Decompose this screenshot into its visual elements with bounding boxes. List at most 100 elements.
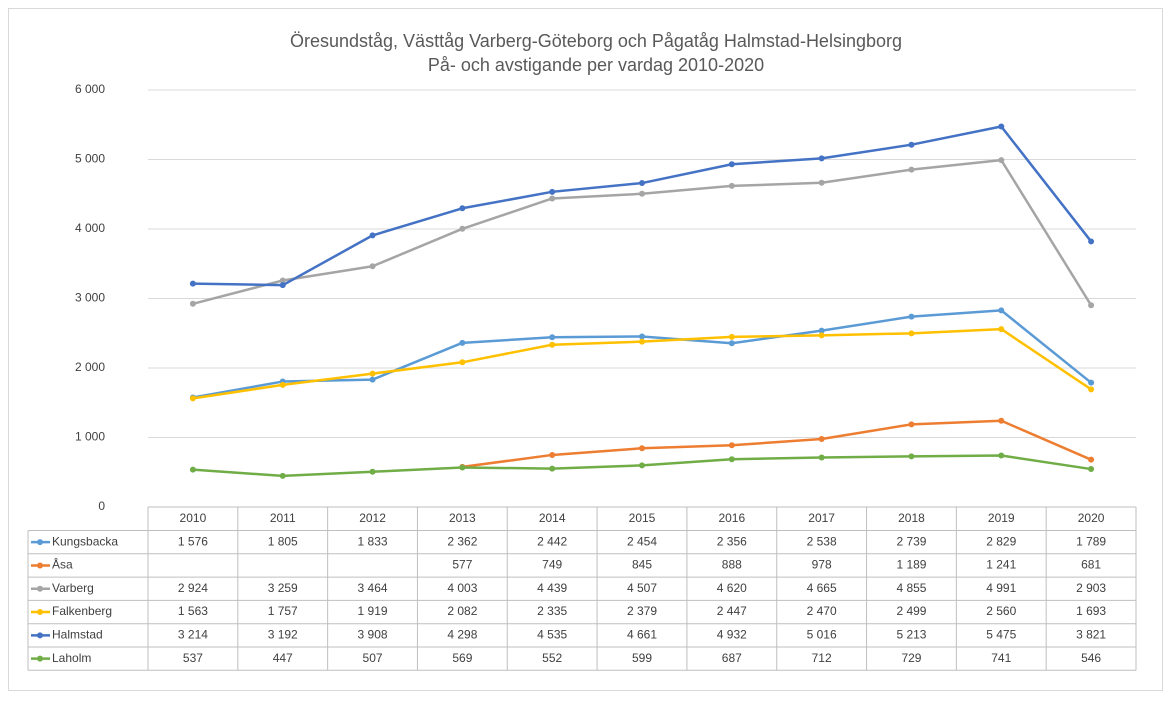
series-marker <box>639 445 645 452</box>
series-marker <box>818 436 825 443</box>
series-marker <box>1088 379 1095 386</box>
series-marker <box>549 451 556 458</box>
series-marker <box>189 466 196 473</box>
table-cell: 447 <box>273 651 293 665</box>
table-cell: 4 439 <box>537 581 567 595</box>
legend-marker <box>37 609 43 616</box>
series-marker <box>818 327 825 334</box>
legend-label: Falkenberg <box>52 604 112 618</box>
table-cell: 2 335 <box>537 604 567 618</box>
series-marker <box>369 376 376 383</box>
table-cell: 599 <box>632 651 652 665</box>
series-marker <box>549 334 556 341</box>
table-cell: 2 454 <box>627 534 657 548</box>
table-cell: 1 805 <box>268 534 298 548</box>
series-marker <box>369 232 376 239</box>
series-marker <box>459 225 466 232</box>
legend-marker <box>37 655 43 662</box>
table-cell: 577 <box>452 558 472 572</box>
table-cell: 4 991 <box>986 581 1016 595</box>
table-cell: 687 <box>722 651 742 665</box>
table-cell: 4 507 <box>627 581 657 595</box>
legend-marker <box>37 585 43 592</box>
series-marker <box>728 340 735 347</box>
table-cell: 5 016 <box>807 628 837 642</box>
table-cell: 5 475 <box>986 628 1016 642</box>
y-tick-label: 4 000 <box>75 221 105 235</box>
series-marker <box>998 417 1005 424</box>
table-cell: 507 <box>363 651 383 665</box>
table-cell: 2 739 <box>896 534 926 548</box>
table-cell: 3 214 <box>178 628 208 642</box>
table-cell: 3 192 <box>268 628 298 642</box>
x-tick-label: 2015 <box>629 511 656 525</box>
series-marker <box>908 141 915 148</box>
table-cell: 537 <box>183 651 203 665</box>
series-marker <box>908 313 915 320</box>
series-marker <box>728 442 735 449</box>
series-marker <box>549 465 556 472</box>
table-cell: 1 757 <box>268 604 298 618</box>
series-marker <box>1088 386 1095 393</box>
table-cell: 888 <box>722 558 742 572</box>
x-tick-label: 2020 <box>1078 511 1105 525</box>
table-cell: 712 <box>812 651 832 665</box>
legend-marker <box>37 539 43 546</box>
x-tick-label: 2019 <box>988 511 1015 525</box>
table-cell: 2 379 <box>627 604 657 618</box>
series-marker <box>908 453 915 460</box>
table-cell: 1 241 <box>986 558 1016 572</box>
table-cell: 4 535 <box>537 628 567 642</box>
table-cell: 3 821 <box>1076 628 1106 642</box>
table-cell: 2 442 <box>537 534 567 548</box>
series-marker <box>639 180 645 187</box>
series-marker <box>369 263 376 270</box>
table-cell: 1 693 <box>1076 604 1106 618</box>
series-marker <box>818 332 825 339</box>
table-cell: 741 <box>991 651 1011 665</box>
series-marker <box>728 333 735 340</box>
series-marker <box>1088 238 1095 245</box>
series-marker <box>639 190 645 197</box>
series-marker <box>639 462 645 469</box>
x-tick-label: 2013 <box>449 511 476 525</box>
series-marker <box>459 359 466 366</box>
table-cell: 4 661 <box>627 628 657 642</box>
x-tick-label: 2011 <box>270 511 296 525</box>
x-tick-label: 2010 <box>180 511 207 525</box>
y-tick-label: 3 000 <box>75 291 105 305</box>
table-cell: 845 <box>632 558 652 572</box>
series-marker <box>818 454 825 461</box>
series-marker <box>998 123 1005 130</box>
series-marker <box>1088 456 1095 463</box>
table-cell: 2 903 <box>1076 581 1106 595</box>
legend-marker <box>37 562 43 569</box>
table-cell: 4 003 <box>447 581 477 595</box>
series-marker <box>279 277 286 284</box>
x-tick-label: 2016 <box>718 511 745 525</box>
table-cell: 1 919 <box>358 604 388 618</box>
legend-label: Åsa <box>52 557 73 572</box>
table-cell: 4 855 <box>896 581 926 595</box>
y-tick-label: 2 000 <box>75 360 105 374</box>
series-marker <box>279 472 286 479</box>
y-tick-label: 0 <box>98 499 105 513</box>
series-marker <box>908 421 915 428</box>
table-cell: 2 447 <box>717 604 747 618</box>
x-tick-label: 2014 <box>539 511 566 525</box>
table-cell: 2 538 <box>807 534 837 548</box>
y-tick-label: 1 000 <box>75 430 105 444</box>
series-marker <box>189 300 196 307</box>
table-cell: 3 464 <box>358 581 388 595</box>
table-cell: 552 <box>542 651 562 665</box>
table-cell: 546 <box>1081 651 1101 665</box>
table-cell: 1 189 <box>896 558 926 572</box>
series-marker <box>998 452 1005 459</box>
table-cell: 4 932 <box>717 628 747 642</box>
table-cell: 5 213 <box>896 628 926 642</box>
table-cell: 4 665 <box>807 581 837 595</box>
series-marker <box>1088 302 1095 309</box>
series-marker <box>908 330 915 337</box>
series-marker <box>459 464 466 471</box>
chart-title: Öresundståg, Västtåg Varberg-Göteborg oc… <box>290 31 902 51</box>
